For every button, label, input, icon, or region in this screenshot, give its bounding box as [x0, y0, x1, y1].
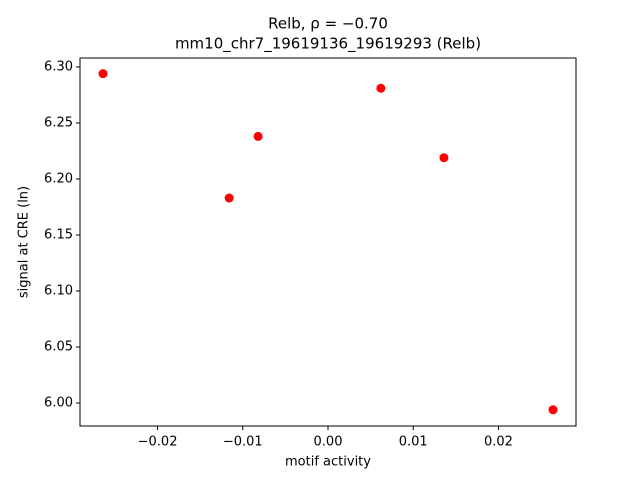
point [548, 405, 558, 415]
point [376, 83, 386, 93]
x-tick-label: −0.01 [223, 435, 263, 450]
x-tick-label: −0.02 [138, 435, 178, 450]
y-tick-label: 6.15 [44, 227, 73, 242]
y-tick-label: 6.00 [44, 396, 73, 411]
plot-frame [79, 57, 577, 427]
point [253, 131, 263, 141]
x-tick-label: 0.01 [399, 435, 428, 450]
y-axis-label: signal at CRE (ln) [17, 186, 32, 298]
point [224, 193, 234, 203]
x-axis-label: motif activity [285, 455, 371, 470]
y-tick-label: 6.05 [44, 340, 73, 355]
y-tick-label: 6.10 [44, 284, 73, 299]
point [439, 153, 449, 163]
y-tick-label: 6.30 [44, 59, 73, 74]
x-tick-label: 0.02 [484, 435, 513, 450]
point [98, 69, 108, 79]
x-tick-label: 0.00 [314, 435, 343, 450]
y-tick-label: 6.25 [44, 115, 73, 130]
chart-subtitle: mm10_chr7_19619136_19619293 (Relb) [175, 35, 481, 54]
chart-title: Relb, ρ = −0.70 [268, 15, 388, 33]
y-tick-label: 6.20 [44, 171, 73, 186]
